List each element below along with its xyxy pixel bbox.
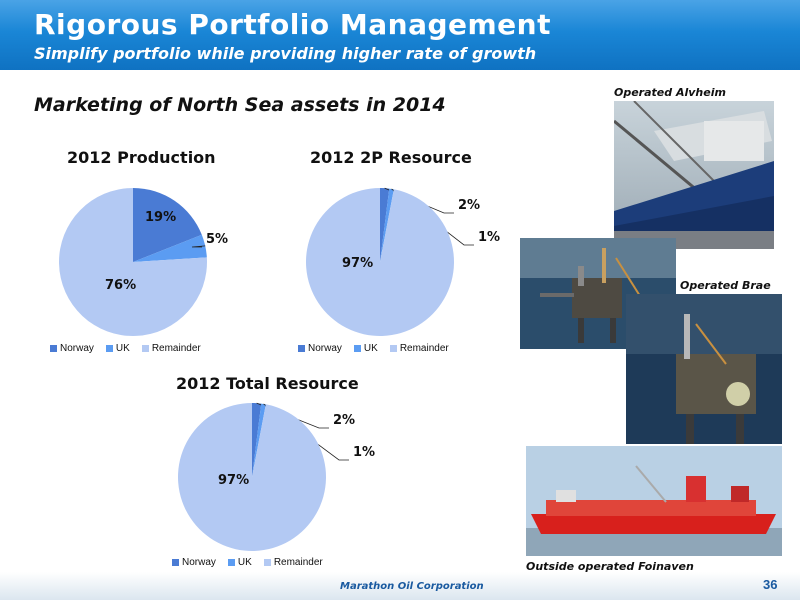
legend-entry-norway: Norway: [172, 557, 216, 568]
leader-line: [191, 245, 206, 248]
legend-label: Remainder: [273, 557, 323, 568]
footer-company: Marathon Oil Corporation: [340, 581, 484, 592]
legend-label: UK: [237, 557, 252, 568]
legend-label: Norway: [308, 343, 342, 354]
legend-swatch: [50, 345, 57, 352]
pie-slice-remainder: [306, 188, 454, 336]
legend-swatch: [227, 559, 235, 566]
legend-label: Norway: [60, 343, 94, 354]
chart-title-production: 2012 Production: [67, 148, 216, 167]
photo-alvheim: [614, 101, 774, 249]
slice-label-uk: 1%: [353, 445, 375, 460]
photo-brae: [626, 294, 782, 444]
pie-chart-production: 19% 5% 76%: [58, 188, 228, 336]
slice-label-remainder: 97%: [342, 256, 373, 271]
pie-slice-remainder: [58, 188, 207, 336]
photo-foinaven: [526, 446, 782, 556]
legend-swatch: [298, 345, 305, 352]
legend-entry-uk: UK: [105, 343, 130, 354]
legend-label: Remainder: [399, 343, 449, 354]
legend-swatch: [105, 345, 113, 352]
page-number: 36: [763, 577, 778, 592]
photo-caption-foinaven: Outside operated Foinaven: [526, 560, 694, 573]
pie-slice-norway: [133, 188, 202, 262]
slice-label-norway: 19%: [145, 210, 176, 225]
legend-swatch: [353, 345, 361, 352]
legend-entry-remainder: Remainder: [141, 343, 201, 354]
legend-label: Norway: [182, 557, 216, 568]
pie-slice-remainder: [178, 403, 326, 551]
photo-caption-alvheim: Operated Alvheim: [614, 86, 726, 99]
slice-label-uk: 1%: [478, 230, 500, 245]
legend-entry-uk: UK: [227, 557, 252, 568]
legend-entry-uk: UK: [353, 343, 378, 354]
slice-label-remainder: 97%: [218, 473, 249, 488]
slice-label-remainder: 76%: [105, 278, 136, 293]
pie-slice-uk: [252, 403, 266, 477]
legend-swatch: [172, 559, 179, 566]
section-heading: Marketing of North Sea assets in 2014: [34, 94, 446, 116]
photo-caption-brae: Operated Brae: [680, 279, 771, 292]
slide-title: Rigorous Portfolio Management: [34, 8, 551, 41]
pie-slice-uk: [133, 234, 207, 262]
legend-label: UK: [115, 343, 130, 354]
legend-label: UK: [363, 343, 378, 354]
legend-label: Remainder: [151, 343, 201, 354]
legend-production: Norway UK Remainder: [50, 343, 201, 354]
slice-label-norway: 2%: [458, 198, 480, 213]
footer-band: [0, 572, 800, 600]
legend-entry-norway: Norway: [50, 343, 94, 354]
pie-chart-2p-resource: 2% 1% 97%: [306, 187, 500, 336]
legend-entry-norway: Norway: [298, 343, 342, 354]
legend-swatch: [263, 559, 271, 566]
slice-label-uk: 5%: [206, 232, 228, 247]
pie-slice-uk: [380, 188, 394, 262]
legend-2p-resource: Norway UK Remainder: [298, 343, 449, 354]
chart-title-2p-resource: 2012 2P Resource: [310, 148, 472, 167]
legend-entry-remainder: Remainder: [389, 343, 449, 354]
chart-title-total-resource: 2012 Total Resource: [176, 374, 359, 393]
slide-subtitle: Simplify portfolio while providing highe…: [34, 44, 537, 63]
slice-label-norway: 2%: [333, 413, 355, 428]
legend-entry-remainder: Remainder: [263, 557, 323, 568]
legend-swatch: [389, 345, 397, 352]
pie-chart-total-resource: 2% 1% 97%: [178, 402, 375, 551]
slide-header: Rigorous Portfolio Management Simplify p…: [0, 0, 800, 70]
pie-slice-norway: [380, 188, 390, 262]
legend-swatch: [141, 345, 149, 352]
pie-slice-norway: [252, 403, 262, 477]
legend-total-resource: Norway UK Remainder: [172, 557, 323, 568]
